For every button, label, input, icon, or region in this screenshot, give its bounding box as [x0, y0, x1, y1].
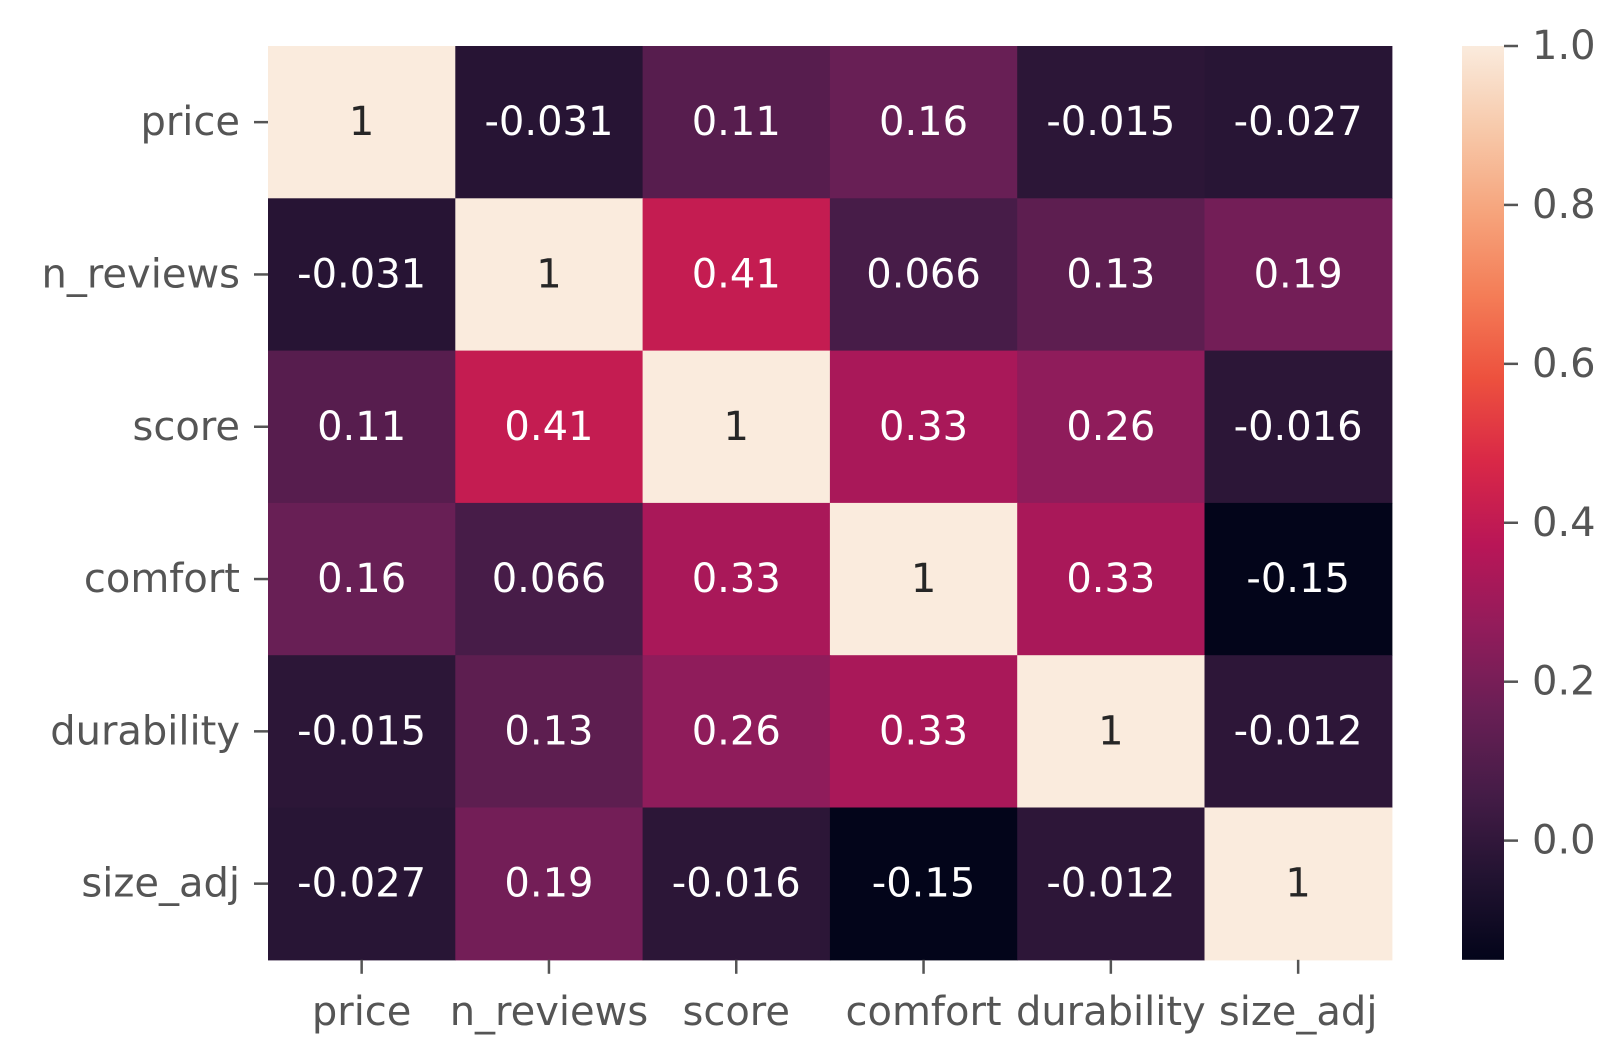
- cell-value-label: 0.16: [317, 556, 406, 602]
- cell-value-label: 1: [911, 556, 936, 602]
- cell-value-label: 0.33: [692, 556, 781, 602]
- x-tick-label-size_adj: size_adj: [1219, 989, 1378, 1035]
- colorbar-tick-label: 1.0: [1532, 23, 1596, 69]
- cell-value-label: -0.031: [484, 99, 613, 145]
- y-tick-label-durability: durability: [50, 708, 240, 754]
- y-tick-label-n_reviews: n_reviews: [42, 251, 240, 297]
- cell-value-label: 0.33: [879, 708, 968, 754]
- cell-value-label: 0.13: [1066, 251, 1155, 297]
- cell-value-label: 1: [724, 404, 749, 450]
- cell-value-label: -0.012: [1046, 861, 1175, 907]
- cell-value-label: 0.26: [692, 708, 781, 754]
- heatmap-cell-price-comfort: [829, 46, 1018, 199]
- heatmap-cell-size_adj-size_adj: [1204, 807, 1393, 961]
- y-tick-label-score: score: [133, 404, 240, 450]
- cell-value-label: 1: [1098, 708, 1123, 754]
- heatmap-cell-comfort-n_reviews: [455, 502, 644, 656]
- cell-value-label: 0.16: [879, 99, 968, 145]
- heatmap-cell-price-price: [268, 46, 456, 199]
- x-tick-label-price: price: [312, 989, 412, 1035]
- cell-value-label: 0.066: [492, 556, 607, 602]
- x-tick-label-score: score: [683, 989, 790, 1035]
- heatmap-cell-score-size_adj: [1204, 350, 1393, 504]
- heatmap-cell-durability-comfort: [829, 655, 1018, 809]
- heatmap-cell-score-comfort: [829, 350, 1018, 504]
- heatmap-cell-size_adj-n_reviews: [455, 807, 644, 961]
- heatmap-cell-price-n_reviews: [455, 46, 644, 199]
- cell-value-label: 1: [536, 251, 561, 297]
- heatmap-cell-size_adj-score: [642, 807, 831, 961]
- heatmap-cell-n_reviews-price: [268, 198, 456, 352]
- heatmap-cell-durability-size_adj: [1204, 655, 1393, 809]
- cell-value-label: 0.066: [866, 251, 981, 297]
- y-tick-label-size_adj: size_adj: [81, 861, 240, 907]
- cell-value-label: -0.015: [297, 708, 426, 754]
- heatmap-cell-size_adj-price: [268, 807, 456, 961]
- cell-value-label: 1: [1285, 861, 1310, 907]
- cell-value-label: -0.015: [1046, 99, 1175, 145]
- heatmap-cell-comfort-comfort: [829, 502, 1018, 656]
- cell-value-label: 0.19: [1254, 251, 1343, 297]
- cell-value-label: -0.016: [1234, 404, 1363, 450]
- cell-value-label: 0.26: [1066, 404, 1155, 450]
- colorbar-tick-label: 0.6: [1532, 341, 1596, 387]
- heatmap-cell-score-n_reviews: [455, 350, 644, 504]
- heatmap-cell-score-score: [642, 350, 831, 504]
- cell-value-label: -0.031: [297, 251, 426, 297]
- heatmap-cell-price-size_adj: [1204, 46, 1393, 199]
- heatmap-cell-n_reviews-size_adj: [1204, 198, 1393, 352]
- x-tick-label-durability: durability: [1016, 989, 1206, 1035]
- colorbar-tick-label: 0.2: [1532, 659, 1596, 705]
- cell-value-label: -0.027: [1234, 99, 1363, 145]
- cell-value-label: -0.016: [672, 861, 801, 907]
- cell-value-label: -0.15: [1246, 556, 1350, 602]
- y-tick-label-comfort: comfort: [84, 556, 240, 602]
- cell-value-label: 0.33: [1066, 556, 1155, 602]
- colorbar-tick-label: 0.8: [1532, 182, 1596, 228]
- cell-annotations: 1 -0.031 0.11 0.16 -0.015 -0.027 -0.031 1 0.41 0.…: [297, 99, 1362, 907]
- cell-value-label: 0.41: [504, 404, 593, 450]
- cell-value-label: 0.11: [692, 99, 781, 145]
- x-axis: price n_reviews score comfort durability size…: [312, 959, 1378, 1035]
- colorbar-gradient: [1462, 46, 1504, 960]
- heatmap-cells: [268, 46, 1393, 961]
- y-tick-label-price: price: [140, 99, 240, 145]
- cell-value-label: 1: [349, 99, 374, 145]
- heatmap-cell-size_adj-comfort: [829, 807, 1018, 961]
- heatmap-cell-score-price: [268, 350, 456, 504]
- heatmap-cell-score-durability: [1017, 350, 1206, 504]
- heatmap-cell-n_reviews-score: [642, 198, 831, 352]
- heatmap-cell-price-score: [642, 46, 831, 199]
- cell-value-label: 0.19: [504, 861, 593, 907]
- cell-value-label: 0.13: [504, 708, 593, 754]
- cell-value-label: -0.15: [872, 861, 976, 907]
- colorbar-tick-label: 0.0: [1532, 818, 1596, 864]
- heatmap-cell-price-durability: [1017, 46, 1206, 199]
- cell-value-label: 0.11: [317, 404, 406, 450]
- heatmap-cell-n_reviews-durability: [1017, 198, 1206, 352]
- cell-value-label: 0.41: [692, 251, 781, 297]
- heatmap-cell-n_reviews-comfort: [829, 198, 1018, 352]
- heatmap-cell-comfort-score: [642, 502, 831, 656]
- x-tick-label-n_reviews: n_reviews: [450, 989, 648, 1035]
- heatmap-cell-durability-n_reviews: [455, 655, 644, 809]
- heatmap-cell-comfort-durability: [1017, 502, 1206, 656]
- cell-value-label: 0.33: [879, 404, 968, 450]
- heatmap-cell-durability-price: [268, 655, 456, 809]
- heatmap-cell-n_reviews-n_reviews: [455, 198, 644, 352]
- cell-value-label: -0.027: [297, 861, 426, 907]
- x-tick-label-comfort: comfort: [845, 989, 1001, 1035]
- heatmap-cell-size_adj-durability: [1017, 807, 1206, 961]
- colorbar-tick-label: 0.4: [1532, 500, 1596, 546]
- colorbar: 0.0 0.2 0.4 0.6 0.8 1.0: [1462, 23, 1596, 960]
- heatmap-cell-durability-score: [642, 655, 831, 809]
- heatmap-cell-comfort-size_adj: [1204, 502, 1393, 656]
- heatmap-cell-comfort-price: [268, 502, 456, 656]
- cell-value-label: -0.012: [1234, 708, 1363, 754]
- heatmap-cell-durability-durability: [1017, 655, 1206, 809]
